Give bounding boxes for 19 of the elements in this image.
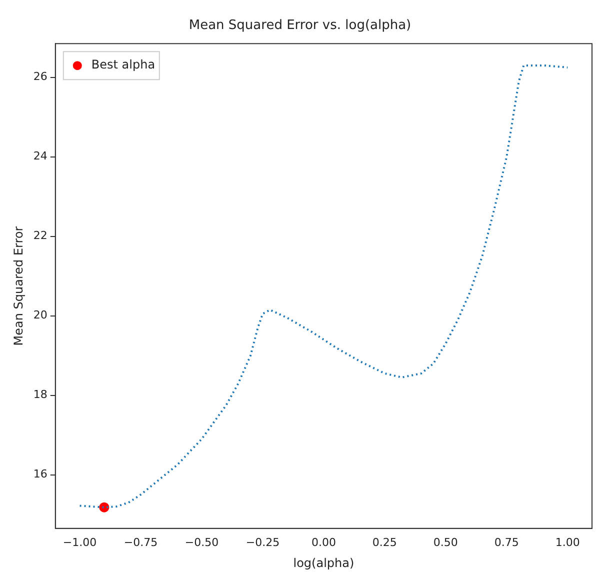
y-tick-label: 22 <box>33 229 48 242</box>
y-tick-label: 24 <box>33 150 48 163</box>
x-tick-label: 0.00 <box>311 536 336 549</box>
x-tick-label: 0.25 <box>372 536 397 549</box>
x-axis-title: log(alpha) <box>293 556 354 570</box>
x-tick-label: −0.25 <box>246 536 280 549</box>
x-tick-label: 1.00 <box>555 536 580 549</box>
y-tick-label: 26 <box>33 70 48 84</box>
y-tick-label: 16 <box>33 468 48 481</box>
y-tick-label: 20 <box>33 308 48 322</box>
x-tick-label: 0.75 <box>494 536 519 549</box>
x-tick-label: −1.00 <box>62 536 97 549</box>
x-tick-label: −0.75 <box>124 536 158 549</box>
y-tick-label: 18 <box>33 388 48 402</box>
legend-label: Best alpha <box>91 58 156 72</box>
chart-title: Mean Squared Error vs. log(alpha) <box>188 18 412 34</box>
x-tick-label: −0.50 <box>184 536 219 549</box>
y-axis-title: Mean Squared Error <box>11 226 26 346</box>
x-tick-label: 0.50 <box>433 536 458 549</box>
